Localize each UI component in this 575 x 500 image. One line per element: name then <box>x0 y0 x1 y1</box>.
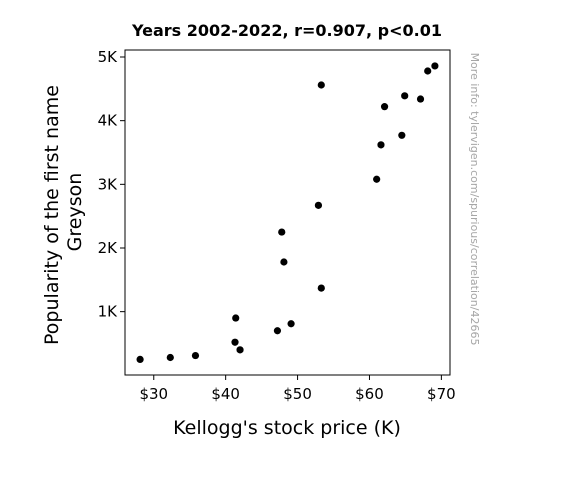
chart-title: Years 2002-2022, r=0.907, p<0.01 <box>131 21 442 40</box>
data-point <box>424 67 432 75</box>
data-point <box>273 327 282 335</box>
data-point <box>136 355 144 364</box>
y-tick-label: 3K <box>98 175 119 193</box>
data-point <box>278 228 286 236</box>
x-tick-label: $30 <box>139 385 168 403</box>
y-tick-label: 5K <box>98 48 119 66</box>
source-watermark: More info: tylervigen.com/spurious/corre… <box>468 53 481 346</box>
data-point <box>232 314 240 322</box>
data-point <box>287 320 295 328</box>
data-point <box>191 351 200 360</box>
data-point <box>236 346 244 354</box>
data-point <box>401 92 409 100</box>
y-axis: 1K 2K 3K 4K 5K <box>98 48 125 321</box>
x-tick-label: $50 <box>283 385 312 403</box>
x-tick-label: $60 <box>355 385 384 403</box>
data-point <box>166 353 174 362</box>
data-points <box>136 62 439 364</box>
y-tick-label: 4K <box>98 112 119 130</box>
y-tick-label: 1K <box>98 303 119 321</box>
data-point <box>380 103 389 111</box>
data-point <box>231 338 239 346</box>
data-point <box>317 81 325 89</box>
data-point <box>398 131 406 139</box>
data-point <box>373 175 381 183</box>
data-point <box>317 284 325 292</box>
y-tick-label: 2K <box>98 239 119 257</box>
y-axis-label-line-1: Popularity of the first name <box>41 85 63 345</box>
y-axis-label-line-2: Greyson <box>64 173 86 252</box>
data-point <box>314 201 323 209</box>
data-point <box>377 141 385 149</box>
y-axis-label: Popularity of the first name Greyson <box>41 79 86 345</box>
x-tick-label: $40 <box>211 385 240 403</box>
data-point <box>280 258 288 266</box>
x-axis: $30 $40 $50 $60 $70 <box>139 375 456 403</box>
x-tick-label: $70 <box>427 385 456 403</box>
data-point <box>416 95 425 103</box>
x-axis-label: Kellogg's stock price (K) <box>173 417 401 439</box>
data-point <box>431 62 439 70</box>
plot-area <box>124 49 451 376</box>
